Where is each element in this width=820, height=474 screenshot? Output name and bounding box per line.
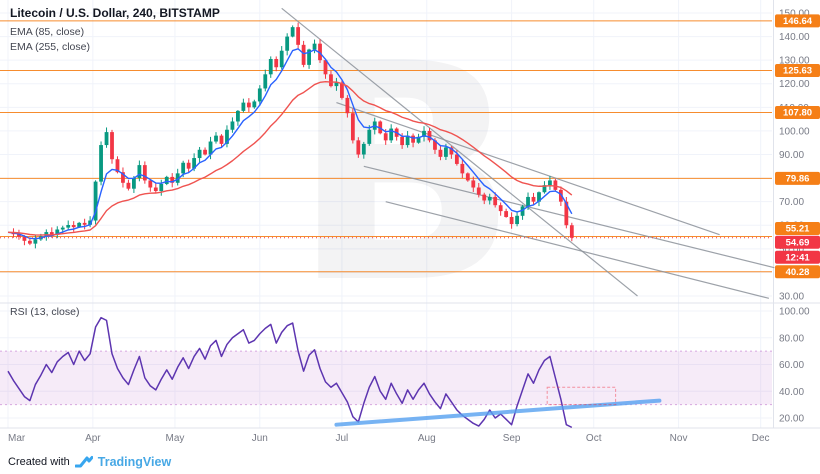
svg-text:140.00: 140.00 bbox=[779, 32, 810, 43]
tradingview-brand[interactable]: TradingView bbox=[97, 455, 172, 469]
svg-text:55.21: 55.21 bbox=[786, 224, 810, 235]
indicator-ema85-label[interactable]: EMA (85, close) bbox=[10, 26, 85, 38]
svg-text:Aug: Aug bbox=[418, 433, 436, 444]
pane-separators bbox=[0, 0, 820, 429]
svg-text:40.00: 40.00 bbox=[779, 387, 804, 398]
trendlines[interactable] bbox=[281, 7, 775, 299]
price-level-lines[interactable] bbox=[0, 20, 772, 273]
tradingview-logo[interactable] bbox=[74, 455, 93, 469]
price-axis-badges: 146.64 125.63 107.80 79.86 55.21 40.28 54.69 12… bbox=[775, 14, 820, 279]
svg-text:80.00: 80.00 bbox=[779, 333, 804, 344]
symbol-title[interactable]: Litecoin / U.S. Dollar, 240, BITSTAMP bbox=[10, 6, 220, 20]
created-with-text: Created with bbox=[8, 456, 70, 468]
price-level-badge: 55.21 bbox=[775, 222, 820, 236]
symbol-legend: Litecoin / U.S. Dollar, 240, BITSTAMP EM… bbox=[10, 6, 220, 55]
svg-text:Nov: Nov bbox=[670, 433, 688, 444]
svg-text:54.69: 54.69 bbox=[786, 237, 810, 248]
svg-text:60.00: 60.00 bbox=[779, 360, 804, 371]
price-level-badge: 79.86 bbox=[775, 171, 820, 185]
bar-countdown-badge: 12:41 bbox=[775, 250, 820, 264]
attribution-footer: Created with TradingView bbox=[8, 455, 171, 469]
svg-text:100.00: 100.00 bbox=[779, 307, 810, 318]
ema-lines bbox=[7, 48, 573, 240]
last-price-badge: 54.69 bbox=[775, 235, 820, 249]
rsi-line bbox=[7, 316, 573, 429]
svg-text:12:41: 12:41 bbox=[785, 252, 810, 263]
price-level-badge: 146.64 bbox=[775, 14, 820, 28]
price-level-badge: 40.28 bbox=[775, 265, 820, 279]
svg-text:Dec: Dec bbox=[752, 433, 770, 444]
svg-text:Oct: Oct bbox=[586, 433, 602, 444]
svg-text:150.00: 150.00 bbox=[779, 9, 810, 20]
svg-text:90.00: 90.00 bbox=[779, 150, 804, 161]
bitstamp-watermark: B bbox=[291, 0, 520, 349]
svg-text:May: May bbox=[166, 433, 185, 444]
svg-text:Jul: Jul bbox=[336, 433, 349, 444]
svg-text:20.00: 20.00 bbox=[779, 414, 804, 425]
svg-text:125.63: 125.63 bbox=[783, 65, 812, 76]
price-level-badge: 107.80 bbox=[775, 106, 820, 120]
svg-text:40.28: 40.28 bbox=[786, 267, 810, 278]
price-level-badge: 125.63 bbox=[775, 63, 820, 77]
svg-text:Sep: Sep bbox=[503, 433, 521, 444]
svg-text:130.00: 130.00 bbox=[779, 56, 810, 67]
svg-text:107.80: 107.80 bbox=[783, 108, 812, 119]
svg-text:146.64: 146.64 bbox=[783, 16, 813, 27]
svg-text:120.00: 120.00 bbox=[779, 79, 810, 90]
svg-text:B: B bbox=[291, 0, 520, 349]
indicator-ema255-label[interactable]: EMA (255, close) bbox=[10, 41, 90, 53]
svg-text:79.86: 79.86 bbox=[786, 173, 810, 184]
svg-text:Mar: Mar bbox=[8, 433, 26, 444]
svg-text:Jun: Jun bbox=[252, 433, 268, 444]
svg-text:30.00: 30.00 bbox=[779, 291, 804, 302]
time-axis[interactable]: Mar Apr May Jun Jul Aug Sep Oct Nov Dec bbox=[8, 433, 770, 444]
candlestick-series bbox=[11, 22, 574, 249]
svg-text:70.00: 70.00 bbox=[779, 197, 804, 208]
svg-text:50.00: 50.00 bbox=[779, 244, 804, 255]
rsi-highlight-rect[interactable] bbox=[546, 386, 617, 406]
svg-text:100.00: 100.00 bbox=[779, 126, 810, 137]
rsi-indicator-label[interactable]: RSI (13, close) bbox=[10, 306, 80, 318]
svg-text:Apr: Apr bbox=[85, 433, 101, 444]
chart-canvas[interactable]: B150.00140.00130.00120.00110.00100.0090.… bbox=[0, 0, 820, 448]
rsi-band bbox=[0, 350, 772, 406]
